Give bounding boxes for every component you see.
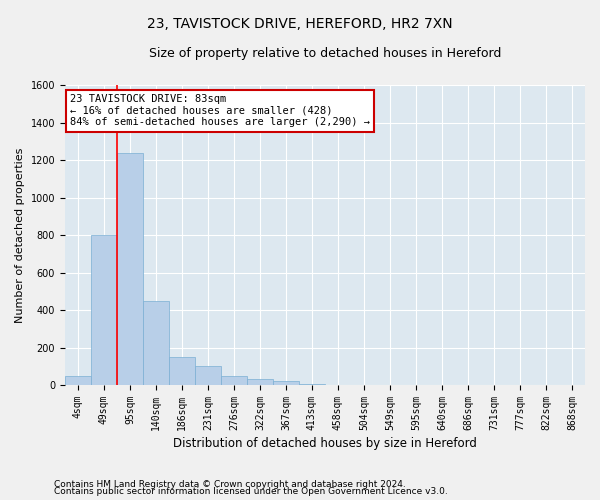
Bar — [299, 384, 325, 385]
Text: 23, TAVISTOCK DRIVE, HEREFORD, HR2 7XN: 23, TAVISTOCK DRIVE, HEREFORD, HR2 7XN — [147, 18, 453, 32]
Title: Size of property relative to detached houses in Hereford: Size of property relative to detached ho… — [149, 48, 501, 60]
Bar — [169, 357, 195, 385]
Bar — [273, 382, 299, 385]
Bar — [247, 380, 273, 385]
Bar — [195, 366, 221, 385]
X-axis label: Distribution of detached houses by size in Hereford: Distribution of detached houses by size … — [173, 437, 477, 450]
Bar — [65, 376, 91, 385]
Text: Contains public sector information licensed under the Open Government Licence v3: Contains public sector information licen… — [54, 488, 448, 496]
Bar — [143, 301, 169, 385]
Bar — [221, 376, 247, 385]
Text: 23 TAVISTOCK DRIVE: 83sqm
← 16% of detached houses are smaller (428)
84% of semi: 23 TAVISTOCK DRIVE: 83sqm ← 16% of detac… — [70, 94, 370, 128]
Text: Contains HM Land Registry data © Crown copyright and database right 2024.: Contains HM Land Registry data © Crown c… — [54, 480, 406, 489]
Y-axis label: Number of detached properties: Number of detached properties — [15, 148, 25, 323]
Bar — [91, 235, 117, 385]
Bar — [117, 152, 143, 385]
